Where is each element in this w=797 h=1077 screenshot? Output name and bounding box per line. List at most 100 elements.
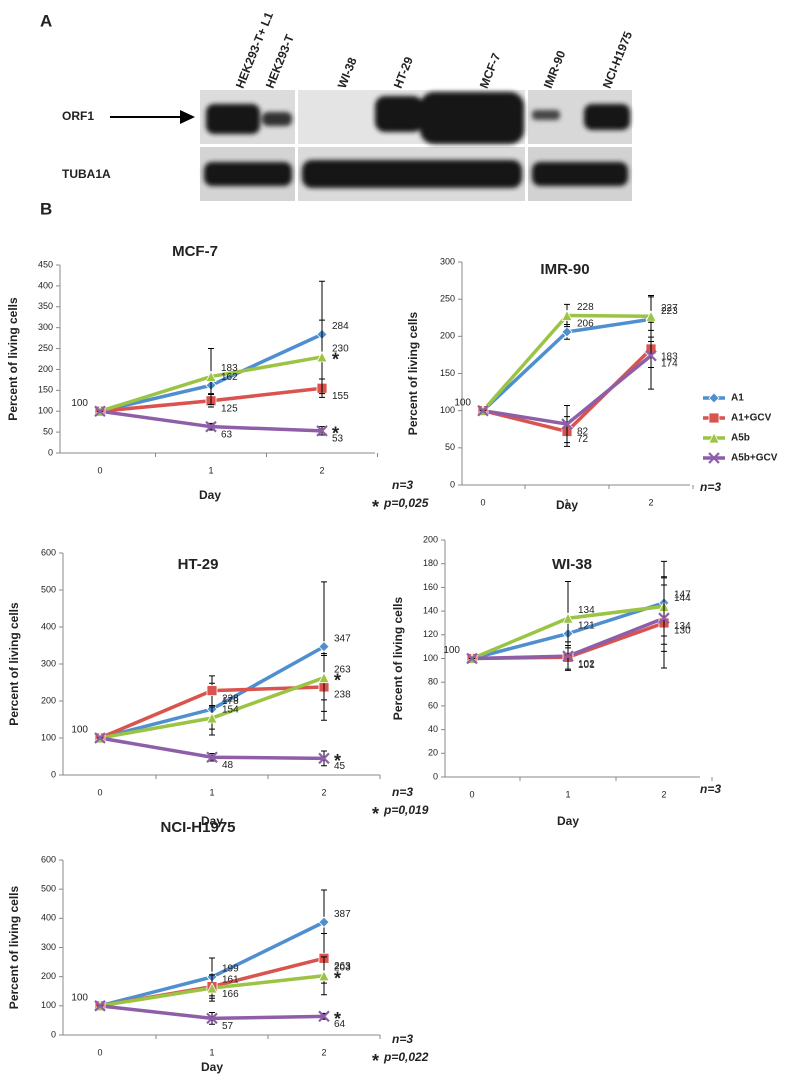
data-label: 134: [578, 605, 595, 616]
x-axis-label: Day: [201, 814, 223, 828]
marker: [562, 650, 574, 662]
marker: [562, 612, 574, 624]
lane-label: NCI-H1975: [600, 29, 636, 90]
y-axis-label: Percent of living cells: [7, 885, 21, 1009]
y-tick-label: 0: [51, 769, 56, 779]
data-label: 100: [71, 398, 88, 409]
data-label: 144: [674, 593, 691, 604]
y-tick-label: 60: [428, 700, 438, 710]
marker: [94, 732, 106, 744]
marker: [658, 612, 670, 624]
data-label: 100: [443, 645, 460, 656]
y-tick-label: 600: [41, 547, 56, 557]
data-label: 130: [674, 626, 691, 637]
marker: [206, 982, 218, 994]
x-tick-label: 0: [97, 465, 102, 475]
y-tick-label: 600: [41, 854, 56, 864]
data-label: 227: [661, 303, 678, 314]
chart-title: NCI-H1975: [160, 819, 235, 836]
lane-label: IMR-90: [541, 48, 569, 90]
data-label: 203: [334, 962, 351, 973]
x-axis-label: Day: [199, 488, 221, 502]
significance-star: *: [332, 350, 339, 370]
star: *: [372, 1051, 379, 1071]
panel-label: A: [40, 11, 52, 30]
lane-labels: HEK293-T+ L1 HEK293-T WI-38 HT-29 MCF-7 …: [233, 10, 636, 91]
y-tick-label: 300: [440, 256, 455, 266]
y-tick-label: 200: [38, 364, 53, 374]
chart: IMR-90 Percent of living cells Day 0 50 100 15…: [406, 256, 778, 512]
x-tick-label: 2: [321, 1047, 326, 1057]
data-label: 53: [332, 433, 344, 444]
y-tick-label: 100: [440, 405, 455, 415]
marker: [318, 752, 330, 765]
lane-label: HT-29: [391, 54, 416, 90]
significance-star: *: [332, 424, 339, 444]
marker: [561, 326, 573, 338]
data-label: 174: [661, 358, 678, 369]
blot: [200, 90, 632, 201]
chart-title: HT-29: [178, 556, 219, 573]
data-label: 125: [221, 403, 238, 414]
marker: [206, 685, 218, 697]
data-label: 48: [222, 760, 234, 771]
x-axis-label: Day: [557, 814, 579, 828]
x-axis-label: Day: [556, 498, 578, 512]
arrow-head: [180, 110, 195, 124]
data-label: 82: [577, 427, 589, 438]
y-tick-label: 500: [41, 884, 56, 894]
y-tick-label: 250: [440, 294, 455, 304]
data-label: 100: [454, 397, 471, 408]
x-tick-label: 0: [97, 787, 102, 797]
data-label: 45: [334, 761, 346, 772]
y-tick-label: 400: [41, 913, 56, 923]
data-label: 166: [222, 989, 239, 1000]
x-tick-label: 2: [319, 465, 324, 475]
y-tick-label: 250: [38, 343, 53, 353]
x-tick-label: 1: [208, 465, 213, 475]
y-tick-label: 100: [41, 1000, 56, 1010]
y-tick-label: 150: [38, 385, 53, 395]
marker: [206, 1012, 218, 1025]
y-tick-label: 0: [433, 771, 438, 781]
x-tick-label: 1: [209, 1047, 214, 1057]
y-tick-label: 160: [423, 582, 438, 592]
n-label: n=3: [392, 478, 413, 492]
star: *: [372, 497, 379, 517]
marker: [708, 432, 720, 444]
y-tick-label: 200: [423, 534, 438, 544]
data-label: 72: [577, 434, 589, 445]
data-label: 100: [71, 992, 88, 1003]
x-tick-label: 2: [648, 497, 653, 507]
data-label: 162: [221, 372, 238, 383]
y-axis-label: Percent of living cells: [6, 297, 20, 421]
y-axis-label: Percent of living cells: [7, 602, 21, 726]
row-label: TUBA1A: [62, 167, 111, 181]
marker: [561, 418, 573, 430]
marker: [206, 751, 218, 764]
legend-label: A1+GCV: [731, 413, 772, 424]
n-label: n=3: [700, 782, 721, 796]
p-label: p=0,022: [383, 1050, 429, 1064]
data-label: 161: [222, 975, 239, 986]
marker: [708, 412, 720, 424]
data-label: 100: [71, 725, 88, 736]
lane-label: HEK293-T: [263, 32, 297, 90]
data-label: 284: [332, 321, 349, 332]
y-tick-label: 200: [41, 695, 56, 705]
chart-title: WI-38: [552, 556, 592, 573]
legend-label: A1: [731, 393, 744, 404]
p-label: p=0,019: [383, 803, 429, 817]
n-label: n=3: [700, 480, 721, 494]
data-label: 199: [222, 964, 239, 975]
y-tick-label: 180: [423, 558, 438, 568]
y-tick-label: 100: [41, 732, 56, 742]
lane-label: MCF-7: [477, 51, 504, 91]
data-label: 347: [334, 633, 351, 644]
data-label: 121: [578, 620, 595, 631]
panel-label: B: [40, 199, 52, 218]
data-label: 206: [577, 319, 594, 330]
y-tick-label: 0: [51, 1029, 56, 1039]
